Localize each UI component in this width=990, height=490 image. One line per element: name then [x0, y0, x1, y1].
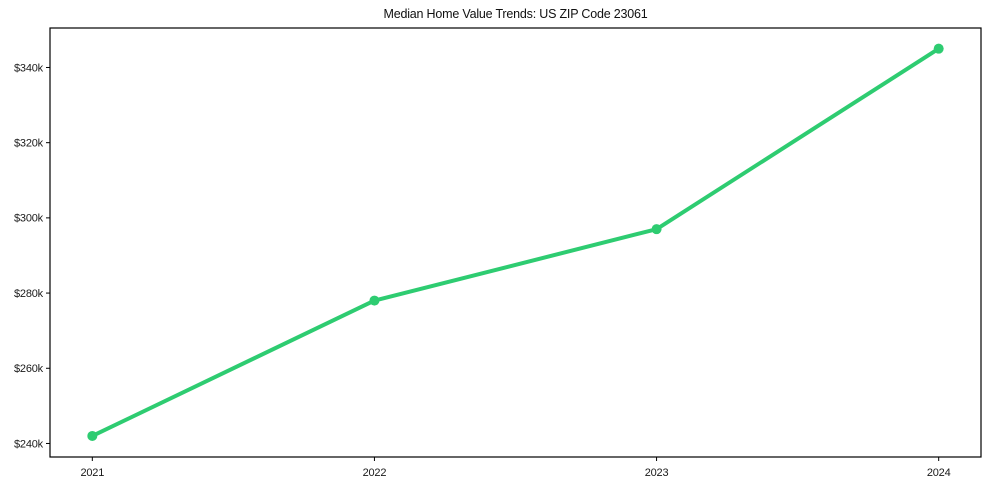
data-point-marker [87, 430, 98, 441]
x-axis: 2021 2022 2023 2024 [80, 457, 951, 479]
y-tick-label: $320k [14, 138, 44, 150]
y-axis: $240k $260k $280k $300k $320k $340k [14, 62, 50, 450]
data-point-marker [651, 224, 662, 235]
data-markers [87, 43, 944, 441]
y-tick-label: $340k [14, 62, 44, 74]
y-tick-label: $260k [14, 363, 44, 375]
y-tick-label: $280k [14, 288, 44, 300]
x-tick-label: 2021 [80, 467, 104, 479]
chart-title: Median Home Value Trends: US ZIP Code 23… [383, 7, 648, 21]
y-tick-label: $240k [14, 438, 44, 450]
x-tick-label: 2022 [363, 467, 387, 479]
plot-border [49, 27, 982, 458]
x-tick-label: 2024 [927, 467, 951, 479]
x-tick-label: 2023 [645, 467, 669, 479]
data-point-marker [933, 43, 944, 54]
y-tick-label: $300k [14, 213, 44, 225]
trend-line [90, 46, 941, 438]
data-point-marker [369, 295, 380, 306]
